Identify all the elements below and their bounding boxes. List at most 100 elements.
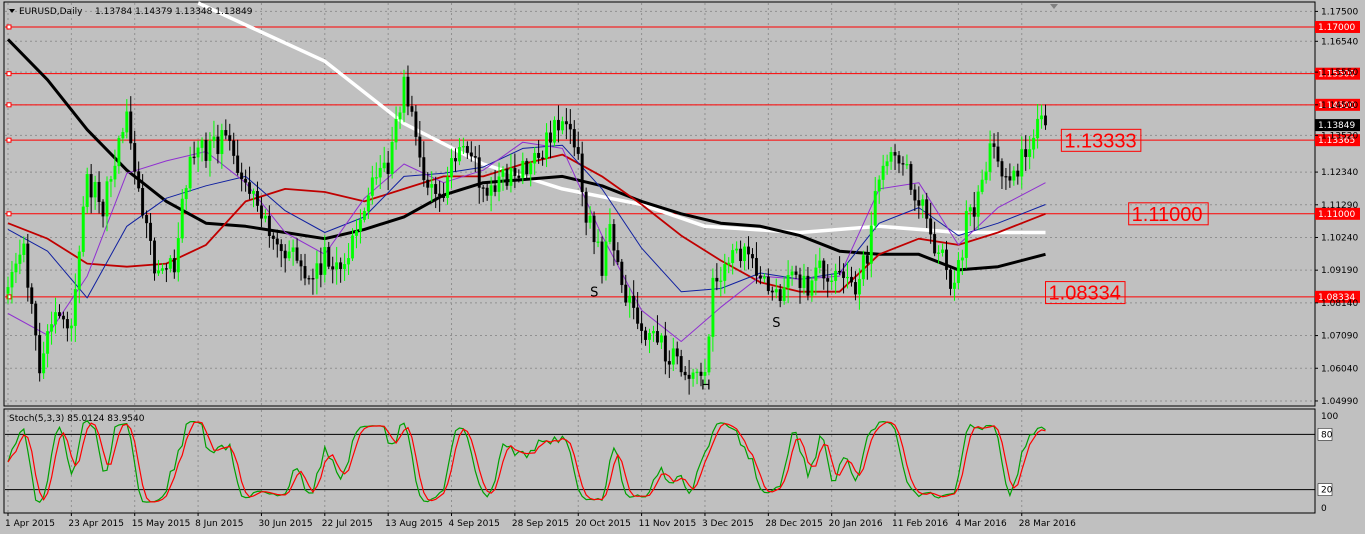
bull-candle <box>168 258 172 269</box>
price-tick-label: 1.16540 <box>1321 37 1358 47</box>
price-tick-label: 1.17500 <box>1321 7 1358 17</box>
bull-candle <box>802 275 806 289</box>
bear-candle <box>307 278 311 280</box>
price-annotation-label: 1.08334 <box>1049 283 1121 305</box>
bull-candle <box>184 188 188 200</box>
stoch-scale-label: 0 <box>1321 504 1327 514</box>
bull-candle <box>830 280 834 282</box>
time-tick-label: 8 Jun 2015 <box>195 519 243 529</box>
bull-candle <box>964 211 968 258</box>
bear-candle <box>228 135 232 141</box>
bear-candle <box>580 153 584 193</box>
bear-candle <box>164 268 168 270</box>
price-tick-label: 1.12340 <box>1321 168 1358 178</box>
bear-candle <box>1000 161 1004 177</box>
bull-candle <box>81 206 85 252</box>
bear-candle <box>739 248 743 262</box>
bear-candle <box>149 222 153 241</box>
bear-candle <box>256 191 259 206</box>
bull-candle <box>952 282 956 289</box>
time-tick-label: 28 Dec 2015 <box>765 519 823 529</box>
bear-candle <box>477 157 481 188</box>
bear-candle <box>339 262 343 270</box>
time-tick-label: 1 Apr 2015 <box>5 519 55 529</box>
bear-candle <box>248 182 252 194</box>
time-tick-label: 23 Apr 2015 <box>68 519 124 529</box>
bull-candle <box>125 111 129 133</box>
bull-candle <box>390 141 394 175</box>
bull-candle <box>10 271 14 288</box>
bull-candle <box>14 263 18 273</box>
bear-candle <box>1008 176 1012 181</box>
moving-average-purple <box>7 141 1046 342</box>
level-handle <box>6 211 12 217</box>
bear-candle <box>434 184 438 195</box>
bear-candle <box>204 139 208 161</box>
bear-candle <box>751 254 754 259</box>
stoch-main-line <box>7 419 1046 503</box>
level-price-label: 1.11000 <box>1318 210 1355 220</box>
bull-candle <box>719 280 723 282</box>
time-tick-label: 11 Feb 2016 <box>892 519 948 529</box>
bear-candle <box>469 152 473 157</box>
bull-candle <box>533 152 537 164</box>
bull-candle <box>374 177 378 179</box>
bear-candle <box>410 106 414 112</box>
bull-candle <box>889 152 893 162</box>
level-price-tag <box>1315 207 1360 220</box>
bull-candle <box>659 335 663 343</box>
bear-candle <box>259 205 263 219</box>
bear-candle <box>295 247 299 261</box>
bull-candle <box>869 225 873 264</box>
bear-candle <box>747 246 750 255</box>
price-tick-label: 1.08140 <box>1321 299 1358 309</box>
bull-candle <box>960 257 964 261</box>
bull-candle <box>921 199 925 206</box>
bear-candle <box>568 123 572 130</box>
bull-candle <box>588 215 592 223</box>
bear-candle <box>30 287 34 304</box>
bear-candle <box>612 224 616 251</box>
bull-candle <box>73 289 77 326</box>
price-tick-label: 1.06040 <box>1321 364 1358 374</box>
price-tick-label: 1.04990 <box>1321 397 1358 407</box>
bull-candle <box>671 348 675 365</box>
bear-candle <box>798 274 802 289</box>
bear-candle <box>493 185 497 192</box>
bear-candle <box>505 169 509 186</box>
bull-candle <box>1040 115 1044 120</box>
bear-candle <box>636 307 640 324</box>
bear-candle <box>1016 170 1020 177</box>
bear-candle <box>945 249 948 270</box>
bear-candle <box>715 277 719 282</box>
time-axis: 1 Apr 2015 23 Apr 2015 15 May 2015 8 Jun 20… <box>5 513 1076 529</box>
bull-candle <box>782 287 786 302</box>
bull-candle <box>988 143 992 172</box>
bear-candle <box>34 303 38 336</box>
bear-candle <box>794 271 798 275</box>
level-price-label: 1.14500 <box>1318 101 1355 111</box>
bear-candle <box>133 142 137 172</box>
collapse-triangle-icon[interactable] <box>9 9 15 13</box>
bear-candle <box>137 171 141 189</box>
bear-candle <box>972 207 976 217</box>
bull-candle <box>695 371 699 374</box>
price-tick-label: 1.13520 <box>1321 131 1358 141</box>
bull-candle <box>560 121 564 131</box>
bear-candle <box>537 152 541 158</box>
bull-candle <box>22 243 26 256</box>
time-tick-label: 4 Mar 2016 <box>955 519 1007 529</box>
bear-candle <box>556 119 560 131</box>
bear-candle <box>853 282 857 295</box>
bull-candle <box>941 249 945 253</box>
bull-candle <box>489 185 493 196</box>
bull-candle <box>857 278 861 295</box>
bull-candle <box>976 191 980 217</box>
bear-candle <box>89 174 93 198</box>
bull-candle <box>252 191 255 194</box>
stoch-scale-label: 80 <box>1321 430 1333 440</box>
ohlc-label: 1.13784 1.14379 1.13348 1.13849 <box>95 7 253 17</box>
horizontal-levels[interactable]: 1.17000 1.15500 1.14500 1.13365 1.11000 1.083… <box>5 20 1360 303</box>
shift-marker-icon[interactable] <box>1050 4 1058 9</box>
